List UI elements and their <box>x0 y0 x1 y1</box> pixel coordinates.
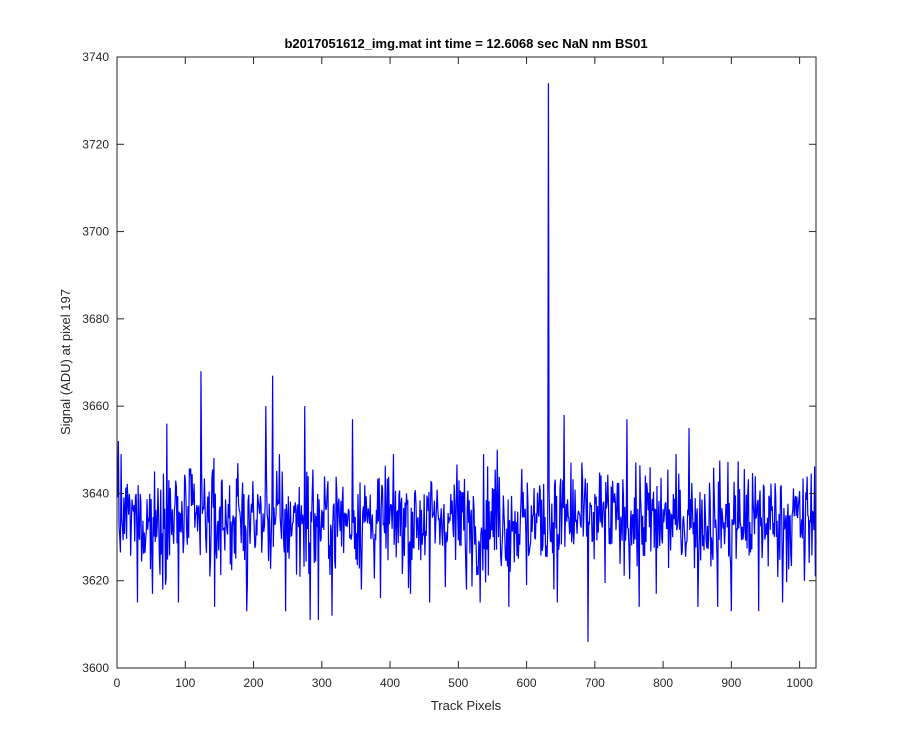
y-tick-label: 3700 <box>82 225 109 239</box>
x-tick-label: 800 <box>653 676 673 690</box>
y-tick-label: 3720 <box>82 137 109 151</box>
x-tick-label: 0 <box>114 676 121 690</box>
y-tick-label: 3600 <box>82 661 109 675</box>
x-tick-label: 700 <box>585 676 605 690</box>
x-tick-label: 100 <box>175 676 195 690</box>
y-tick-label: 3660 <box>82 399 109 413</box>
series-layer <box>117 83 817 642</box>
y-axis-label: Signal (ADU) at pixel 197 <box>58 289 73 435</box>
x-tick-label: 600 <box>517 676 537 690</box>
signal-series-line <box>117 83 817 642</box>
y-tick-label: 3680 <box>82 312 109 326</box>
x-axis-label: Track Pixels <box>431 698 502 713</box>
x-tick-label: 300 <box>312 676 332 690</box>
x-tick-label: 500 <box>448 676 468 690</box>
y-tick-label: 3740 <box>82 50 109 64</box>
x-tick-label: 1000 <box>786 676 813 690</box>
axes-box <box>116 56 817 669</box>
x-tick-label: 900 <box>721 676 741 690</box>
y-tick-label: 3620 <box>82 574 109 588</box>
y-tick-label: 3640 <box>82 486 109 500</box>
x-tick-label: 200 <box>244 676 264 690</box>
chart-title: b2017051612_img.mat int time = 12.6068 s… <box>284 36 647 51</box>
x-tick-label: 400 <box>380 676 400 690</box>
tick-layer: 0 100 200 300 400 500 600 700 800 900 1000 3600 3620… <box>82 50 816 690</box>
